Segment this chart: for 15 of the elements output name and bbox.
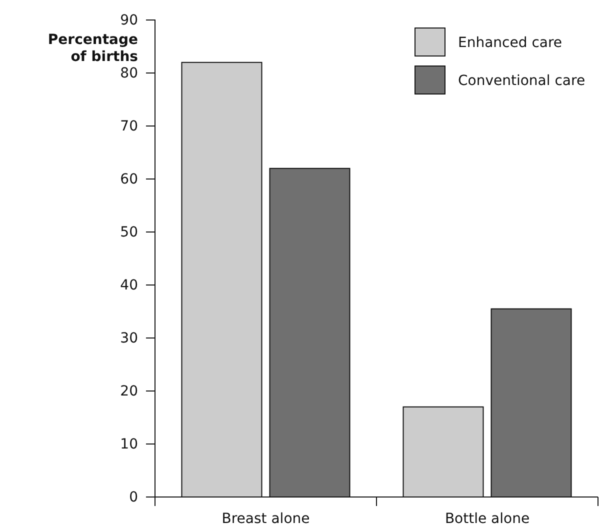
legend-label: Conventional care [458,73,586,89]
y-tick-label: 50 [120,224,138,240]
y-tick-label: 90 [120,12,138,28]
y-tick-label: 60 [120,171,138,188]
y-tick-label: 30 [120,330,138,346]
legend-label: Enhanced care [458,35,562,51]
y-tick-label: 70 [120,118,138,134]
y-tick-label: 40 [120,277,138,294]
y-axis-title: Percentage of births [48,32,138,65]
x-tick-label: Bottle alone [444,510,530,527]
y-tick-label: 0 [129,489,138,506]
y-tick-label: 10 [120,436,138,452]
y-tick-label: 20 [120,383,138,400]
y-tick-label: 80 [120,65,138,82]
x-tick-label: Breast alone [222,510,310,527]
